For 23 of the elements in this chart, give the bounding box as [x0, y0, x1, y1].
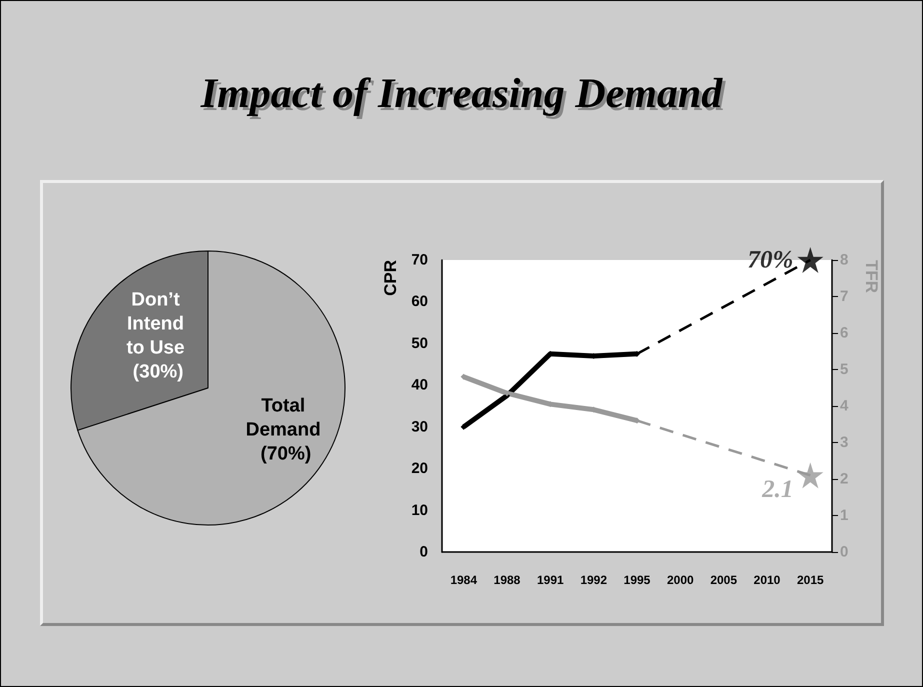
- x-tick-label: 2015: [796, 573, 824, 587]
- y-axis-title: CPR: [381, 260, 400, 296]
- x-tick-label: 1984: [450, 573, 478, 587]
- y-tick-label: 20: [411, 460, 428, 478]
- y-tick-label: 30: [411, 418, 428, 436]
- x-tick-label: 1991: [536, 573, 564, 587]
- y-tick-label: 0: [420, 544, 428, 560]
- x-tick-label: 1995: [624, 573, 651, 587]
- data-label: 2.1: [761, 476, 794, 503]
- slice-label: Total Demand (70%): [246, 396, 326, 465]
- x-tick-label: 2005: [710, 573, 738, 587]
- y-tick-label: 10: [411, 502, 428, 519]
- text: Impact of Increasing Demand: [199, 70, 724, 118]
- x-tick-label: 2000: [666, 573, 694, 587]
- x-tick-label: 1988: [494, 573, 521, 587]
- y-tick-label: 50: [411, 334, 428, 352]
- y-tick-label: 60: [411, 293, 428, 310]
- y-tick-label: 40: [411, 376, 428, 394]
- y-tick-label: 70: [411, 252, 428, 268]
- data-label: 70%: [748, 246, 794, 274]
- slice-label: Don’t Intend to Use (30%): [126, 289, 190, 382]
- x-tick-label: 2010: [754, 573, 781, 587]
- x-tick-label: 1992: [580, 573, 608, 587]
